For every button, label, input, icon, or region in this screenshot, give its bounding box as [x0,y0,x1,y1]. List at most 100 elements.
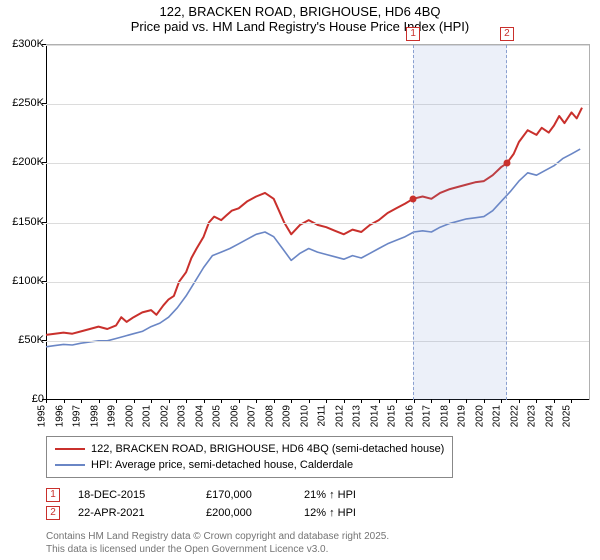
sale-date-2: 22-APR-2021 [78,507,188,519]
legend-swatch-2 [55,464,85,466]
x-tick-mark [309,399,310,403]
x-tick-mark [466,399,467,403]
x-tick-label: 2000 [124,405,143,427]
x-tick-label: 2003 [177,405,196,427]
gridline-h [46,341,589,342]
x-tick-label: 2001 [142,405,161,427]
y-tick-label: £250K [2,97,44,109]
x-tick-mark [536,399,537,403]
plot-area: 12 [46,44,590,400]
x-tick-label: 2009 [282,405,301,427]
x-tick-mark [344,399,345,403]
chart-container: 12 £0£50K£100K£150K£200K£250K£300K199519… [0,36,600,426]
y-tick-mark [42,103,46,104]
x-tick-mark [414,399,415,403]
x-tick-label: 2011 [317,405,336,427]
gridline-h [46,104,589,105]
y-tick-label: £200K [2,156,44,168]
x-tick-label: 2005 [212,405,231,427]
x-tick-mark [326,399,327,403]
gridline-h [46,282,589,283]
x-tick-mark [431,399,432,403]
legend-box: 122, BRACKEN ROAD, BRIGHOUSE, HD6 4BQ (s… [46,436,453,478]
y-tick-label: £0 [2,393,44,405]
sale-marker-box: 2 [500,27,514,41]
x-tick-label: 2015 [387,405,406,427]
gridline-h [46,45,589,46]
footer-line1: Contains HM Land Registry data © Crown c… [46,530,590,543]
sale-point-dot [410,195,417,202]
x-tick-label: 2025 [562,405,581,427]
legend-block: 122, BRACKEN ROAD, BRIGHOUSE, HD6 4BQ (s… [46,436,590,522]
x-tick-mark [186,399,187,403]
y-tick-label: £50K [2,334,44,346]
legend-row: HPI: Average price, semi-detached house,… [55,457,444,473]
legend-swatch-1 [55,448,85,450]
x-tick-label: 2019 [457,405,476,427]
y-tick-mark [42,162,46,163]
legend-label-2: HPI: Average price, semi-detached house,… [91,457,353,473]
x-tick-mark [571,399,572,403]
x-tick-mark [99,399,100,403]
y-tick-label: £150K [2,216,44,228]
gridline-h [46,223,589,224]
x-tick-mark [221,399,222,403]
footer-line2: This data is licensed under the Open Gov… [46,543,590,556]
x-tick-label: 2007 [247,405,266,427]
y-tick-mark [42,340,46,341]
x-tick-mark [256,399,257,403]
x-tick-mark [46,399,47,403]
y-tick-mark [42,281,46,282]
sale-date-1: 18-DEC-2015 [78,489,188,501]
x-tick-label: 1998 [89,405,108,427]
x-tick-label: 1999 [107,405,126,427]
x-tick-mark [64,399,65,403]
x-tick-label: 2018 [439,405,458,427]
y-tick-mark [42,222,46,223]
x-tick-mark [274,399,275,403]
sale-marker-2: 2 [46,506,60,520]
x-tick-label: 1995 [37,405,56,427]
x-tick-mark [379,399,380,403]
sale-diff-2: 12% ↑ HPI [304,507,404,519]
x-tick-label: 2014 [369,405,388,427]
sale-period-shade [413,45,507,400]
x-tick-label: 2008 [264,405,283,427]
legend-label-1: 122, BRACKEN ROAD, BRIGHOUSE, HD6 4BQ (s… [91,441,444,457]
x-tick-label: 2002 [159,405,178,427]
x-tick-mark [116,399,117,403]
x-tick-mark [204,399,205,403]
x-tick-mark [361,399,362,403]
sale-price-2: £200,000 [206,507,286,519]
x-tick-label: 2012 [334,405,353,427]
sale-marker-1: 1 [46,488,60,502]
x-tick-label: 2006 [229,405,248,427]
x-tick-mark [554,399,555,403]
footer-attribution: Contains HM Land Registry data © Crown c… [46,530,590,556]
x-tick-label: 2013 [352,405,371,427]
sale-marker-box: 1 [406,27,420,41]
x-tick-mark [169,399,170,403]
y-tick-label: £100K [2,275,44,287]
x-tick-label: 1997 [72,405,91,427]
x-tick-mark [501,399,502,403]
sales-row: 2 22-APR-2021 £200,000 12% ↑ HPI [46,504,590,522]
sale-diff-1: 21% ↑ HPI [304,489,404,501]
x-tick-mark [449,399,450,403]
x-tick-label: 1996 [54,405,73,427]
x-tick-mark [291,399,292,403]
sales-table: 1 18-DEC-2015 £170,000 21% ↑ HPI 2 22-AP… [46,486,590,522]
x-tick-label: 2021 [492,405,511,427]
y-tick-mark [42,44,46,45]
sales-row: 1 18-DEC-2015 £170,000 21% ↑ HPI [46,486,590,504]
legend-row: 122, BRACKEN ROAD, BRIGHOUSE, HD6 4BQ (s… [55,441,444,457]
x-tick-mark [519,399,520,403]
x-tick-mark [151,399,152,403]
x-tick-label: 2004 [194,405,213,427]
x-tick-label: 2010 [299,405,318,427]
x-tick-mark [396,399,397,403]
x-tick-mark [81,399,82,403]
y-tick-label: £300K [2,38,44,50]
sale-point-dot [503,160,510,167]
chart-title-line1: 122, BRACKEN ROAD, BRIGHOUSE, HD6 4BQ [0,4,600,19]
